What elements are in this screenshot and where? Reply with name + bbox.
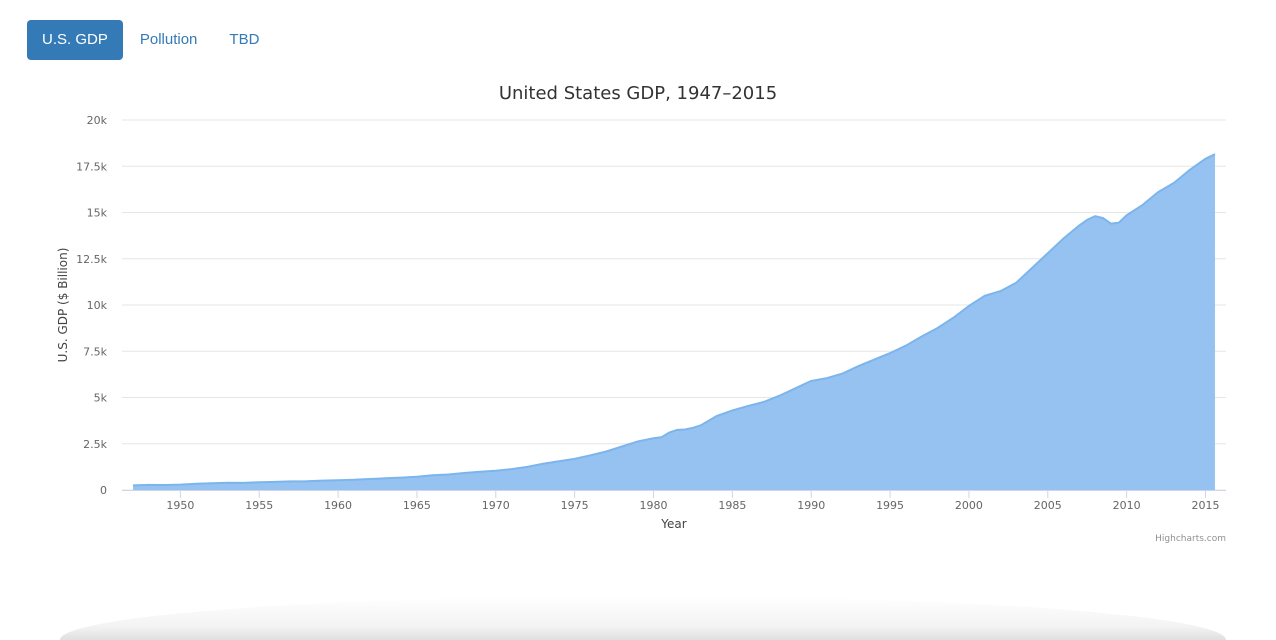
tab-tbd[interactable]: TBD xyxy=(229,31,260,48)
credits-link[interactable]: Highcharts.com xyxy=(1155,534,1226,544)
y-tick-label: 20k xyxy=(87,114,108,127)
x-tick-label: 2000 xyxy=(955,499,983,512)
x-tick-label: 1960 xyxy=(324,499,352,512)
grid-lines xyxy=(122,119,1226,491)
series-area xyxy=(132,153,1216,490)
y-tick-label: 0 xyxy=(100,484,107,497)
y-axis: 0 2.5k 5k 7.5k 10k 12.5k 15k 17.5k 20k xyxy=(76,114,107,497)
tab-us-gdp[interactable]: U.S. GDP xyxy=(27,20,123,60)
gdp-chart: United States GDP, 1947–2015 1950 1955 196… xyxy=(56,83,1226,544)
y-tick-label: 17.5k xyxy=(76,160,107,173)
y-tick-label: 10k xyxy=(87,299,108,312)
series-area-fill[interactable] xyxy=(133,154,1215,490)
x-tick-label: 2010 xyxy=(1113,499,1141,512)
y-tick-label: 2.5k xyxy=(83,438,107,451)
chart-title: United States GDP, 1947–2015 xyxy=(499,83,777,104)
x-tick-label: 1995 xyxy=(876,499,904,512)
series-line xyxy=(132,153,1216,487)
y-tick-label: 15k xyxy=(87,207,108,220)
x-tick-label: 2005 xyxy=(1034,499,1062,512)
tab-pollution[interactable]: Pollution xyxy=(139,31,198,48)
x-tick-label: 1955 xyxy=(245,499,273,512)
x-tick-label: 1975 xyxy=(561,499,589,512)
x-tick-label: 1990 xyxy=(797,499,825,512)
y-tick-label: 12.5k xyxy=(76,253,107,266)
x-tick-label: 1970 xyxy=(482,499,510,512)
x-tick-label: 1965 xyxy=(403,499,431,512)
bottom-panel-shadow xyxy=(60,596,1226,640)
x-tick-label: 1950 xyxy=(166,499,194,512)
x-tick-label: 2015 xyxy=(1191,499,1219,512)
x-axis: 1950 1955 1960 1965 1970 1975 1980 1985 1990 1995… xyxy=(122,490,1226,512)
x-tick-label: 1980 xyxy=(639,499,667,512)
x-tick-label: 1985 xyxy=(718,499,746,512)
tab-bar: U.S. GDP Pollution TBD xyxy=(27,20,274,60)
y-tick-label: 5k xyxy=(94,392,108,405)
y-tick-label: 7.5k xyxy=(83,345,107,358)
x-axis-title: Year xyxy=(660,517,686,531)
y-axis-title: U.S. GDP ($ Billion) xyxy=(56,248,70,363)
